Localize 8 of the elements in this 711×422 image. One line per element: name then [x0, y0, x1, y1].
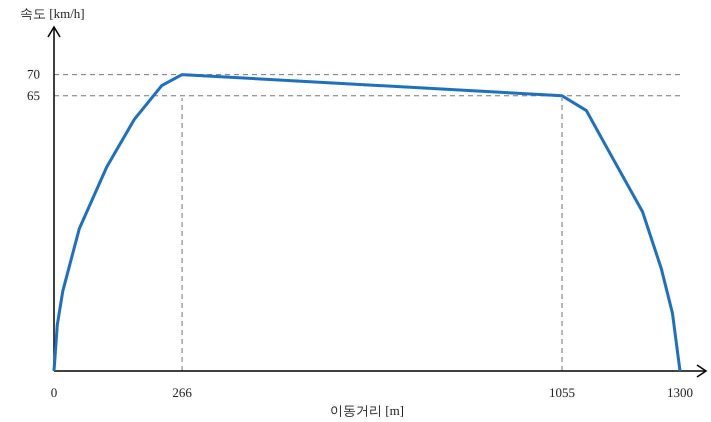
x-label: 이동거리 [m] [330, 403, 404, 418]
y-tick: 70 [27, 66, 40, 82]
x-tick: 0 [50, 385, 58, 400]
x-tick: 266 [172, 385, 192, 400]
x-tick: 1300 [667, 385, 693, 400]
y-label: 속도 [km/h] [20, 6, 85, 21]
y-tick: 65 [27, 88, 40, 103]
x-tick: 1055 [549, 385, 576, 400]
